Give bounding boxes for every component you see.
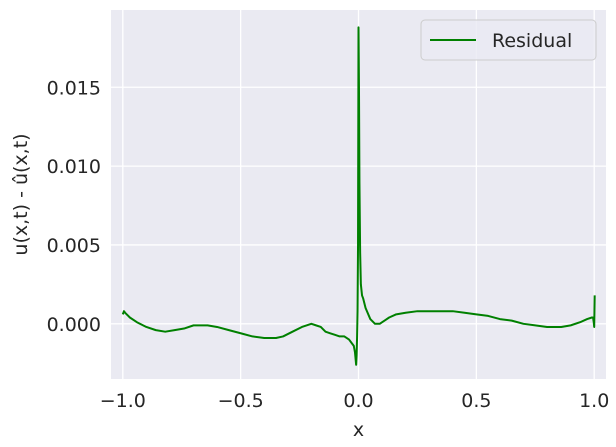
y-tick-label: 0.005 xyxy=(47,235,101,257)
legend-label-residual: Residual xyxy=(492,30,572,52)
y-tick-label: 0.015 xyxy=(47,77,101,99)
y-tick-label: 0.010 xyxy=(47,156,101,178)
legend-box xyxy=(420,19,597,61)
x-tick-label: −1.0 xyxy=(100,390,146,412)
y-axis-title: u(x,t) - û(x,t) xyxy=(10,133,32,255)
x-tick-label: 0.0 xyxy=(343,390,373,412)
tick-labels: −1.0 −0.5 0.0 0.5 1.0 0.000 0.005 0.010 0.015 xyxy=(47,77,610,412)
x-tick-label: 1.0 xyxy=(579,390,609,412)
y-tick-label: 0.000 xyxy=(47,314,101,336)
x-tick-label: −0.5 xyxy=(218,390,264,412)
x-axis-title: x xyxy=(353,419,364,441)
series-layer xyxy=(121,26,596,366)
series-line-residual xyxy=(121,26,596,366)
legend: Residual xyxy=(420,19,597,61)
x-tick-label: 0.5 xyxy=(461,390,491,412)
